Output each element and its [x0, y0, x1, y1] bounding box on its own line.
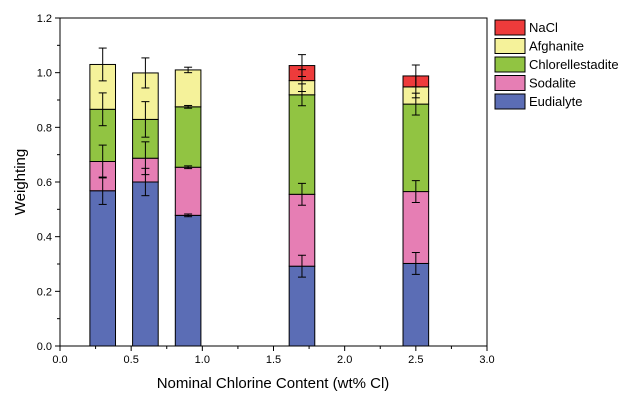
- legend-swatch-chlorellestadite: [494, 56, 526, 73]
- bar-segment-eudialyte: [132, 181, 159, 347]
- y-tick-label: 0.0: [37, 341, 52, 353]
- legend-label: Eudialyte: [529, 94, 582, 109]
- bar-segment-sodalite: [402, 191, 430, 264]
- bar-segment-chlorellestadite: [402, 103, 430, 193]
- legend: NaCl Afghanite Chlorellestadite Sodalite Eud…: [494, 19, 619, 110]
- y-tick-label: 1.0: [37, 68, 52, 80]
- bar-segment-sodalite: [288, 193, 316, 267]
- legend-label: Sodalite: [529, 76, 576, 91]
- legend-swatch-nacl: [494, 19, 526, 36]
- bar-segment-eudialyte: [288, 265, 316, 347]
- y-tick-label: 0.8: [37, 122, 52, 134]
- bar-segment-chlorellestadite: [288, 94, 316, 195]
- legend-swatch-eudialyte: [494, 93, 526, 110]
- y-tick-label: 1.2: [37, 13, 52, 25]
- x-tick-label: 1.5: [266, 354, 281, 366]
- y-axis-label: Weighting: [12, 149, 29, 215]
- legend-label: Chlorellestadite: [529, 57, 619, 72]
- x-tick-label: 0.5: [124, 354, 139, 366]
- x-tick-label: 1.0: [195, 354, 210, 366]
- x-axis-ticks: 0.0 0.5 1.0 1.5 2.0 2.5 3.0: [52, 346, 495, 366]
- y-tick-label: 0.6: [37, 177, 52, 189]
- x-tick-label: 0.0: [52, 354, 67, 366]
- legend-label: NaCl: [529, 20, 558, 35]
- error-bar-group: [98, 47, 420, 278]
- legend-label: Afghanite: [529, 39, 584, 54]
- y-axis-ticks: 0.0 0.2 0.4 0.6 0.8 1.0 1.2: [37, 13, 60, 353]
- bar-segment-eudialyte: [174, 214, 202, 347]
- y-tick-label: 0.2: [37, 286, 52, 298]
- bar-segment-eudialyte: [89, 190, 117, 347]
- bar-group: [89, 63, 430, 347]
- x-axis-label: Nominal Chlorine Content (wt% Cl): [157, 375, 390, 392]
- legend-swatch-afghanite: [494, 38, 526, 54]
- x-tick-label: 2.0: [337, 354, 352, 366]
- bar-segment-sodalite: [174, 166, 202, 216]
- x-tick-label: 3.0: [479, 354, 494, 366]
- bar-segment-eudialyte: [402, 262, 430, 347]
- bar-segment-chlorellestadite: [174, 106, 202, 168]
- y-tick-label: 0.4: [37, 232, 52, 244]
- x-tick-label: 2.5: [408, 354, 423, 366]
- bar-segment-afghanite: [174, 69, 202, 108]
- legend-swatch-sodalite: [494, 75, 526, 91]
